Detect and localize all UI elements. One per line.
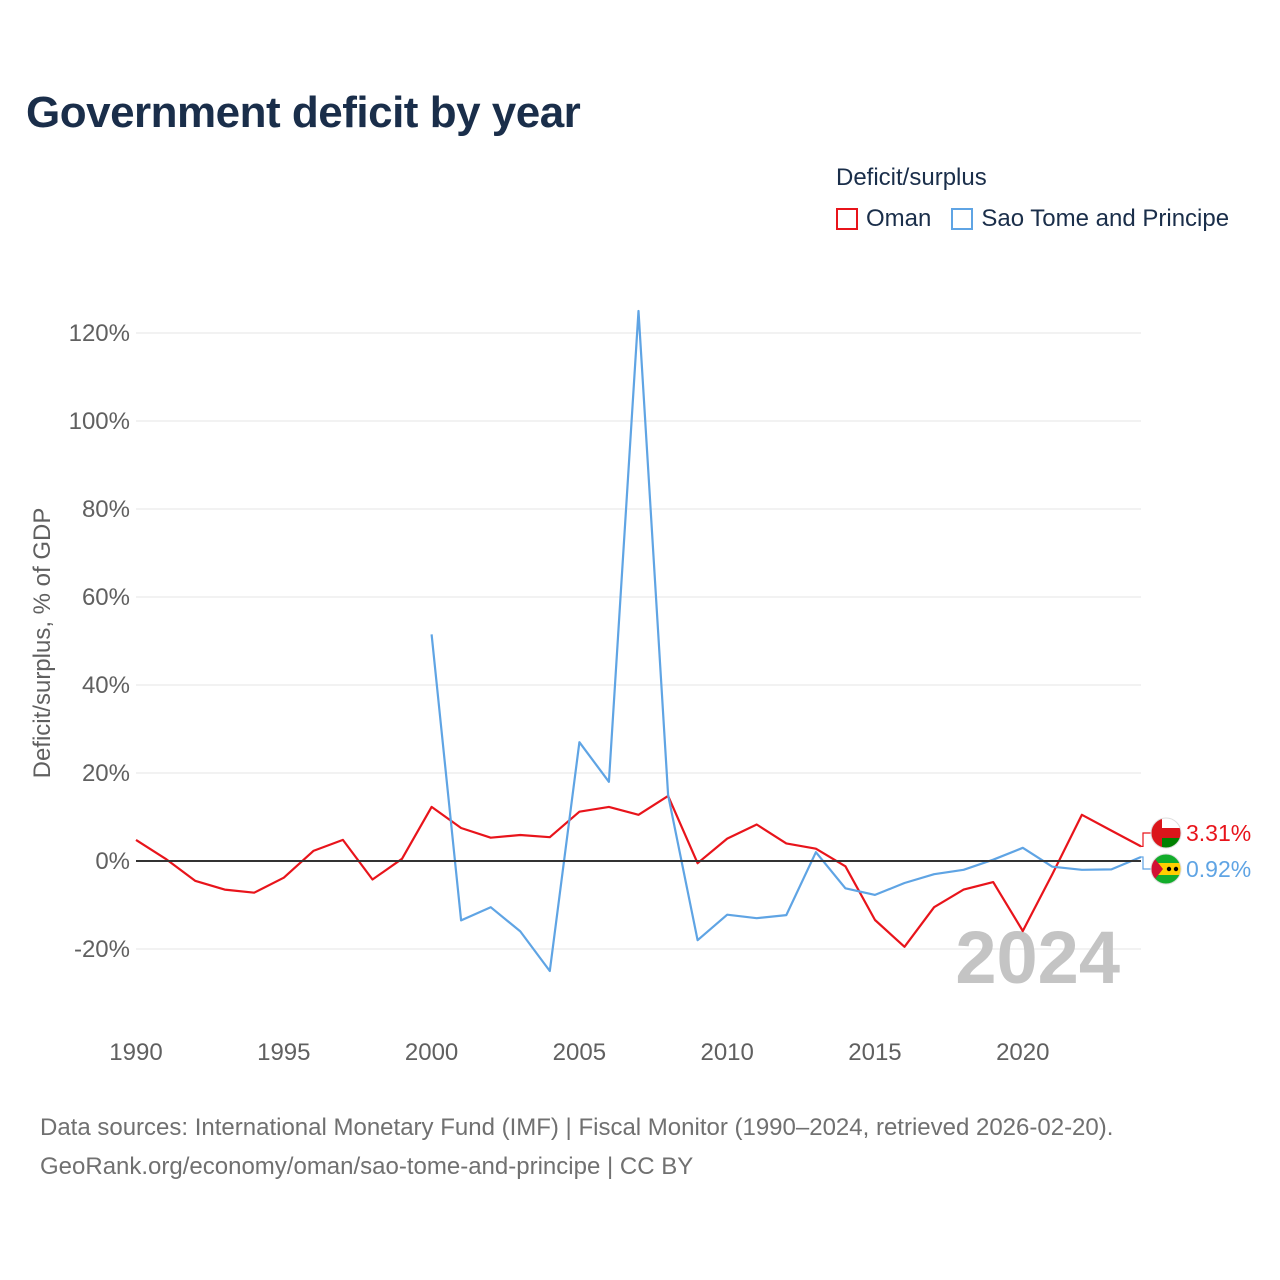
y-tick-label: 80% bbox=[82, 496, 130, 523]
y-tick-label: -20% bbox=[74, 936, 130, 963]
x-tick-label: 2015 bbox=[848, 1039, 901, 1066]
x-tick-label: 1990 bbox=[109, 1039, 162, 1066]
footer: Data sources: International Monetary Fun… bbox=[40, 1108, 1113, 1186]
source-link[interactable]: GeoRank.org/economy/oman/sao-tome-and-pr… bbox=[40, 1153, 694, 1180]
x-axis-ticks: 1990 1995 2000 2005 2010 2015 2020 bbox=[109, 1039, 1049, 1066]
end-label-oman: 3.31% bbox=[1186, 820, 1251, 846]
data-sources: Data sources: International Monetary Fun… bbox=[40, 1114, 1114, 1141]
legend-entry-sao-tome[interactable]: Sao Tome and Principe bbox=[951, 205, 1229, 233]
oman-flag-icon bbox=[1151, 818, 1181, 848]
y-tick-label: 0% bbox=[95, 848, 130, 875]
sao-tome-flag-icon bbox=[1151, 854, 1181, 884]
x-tick-label: 2005 bbox=[553, 1039, 606, 1066]
legend-label-sao-tome: Sao Tome and Principe bbox=[981, 205, 1230, 232]
legend: Oman Sao Tome and Principe bbox=[836, 205, 1249, 233]
legend-swatch-sao-tome bbox=[951, 208, 974, 230]
x-tick-label: 2020 bbox=[996, 1039, 1049, 1066]
year-watermark: 2024 bbox=[955, 916, 1120, 999]
series-lines bbox=[135, 309, 1142, 973]
line-chart: -20% 0% 20% 40% 60% 80% 100% 120% 1990 1995 2000 2… bbox=[29, 309, 1251, 1066]
end-label-sao-tome: 0.92% bbox=[1186, 856, 1251, 882]
legend-swatch-oman bbox=[836, 208, 858, 230]
gridlines bbox=[136, 332, 1141, 950]
y-tick-label: 60% bbox=[82, 584, 130, 611]
chart-title: Government deficit by year bbox=[26, 88, 581, 137]
y-tick-label: 100% bbox=[69, 408, 130, 435]
connector-sao-tome bbox=[1141, 856, 1152, 870]
end-markers: 3.31% 0.92% bbox=[1141, 817, 1251, 885]
y-tick-label: 20% bbox=[82, 760, 130, 787]
y-tick-label: 40% bbox=[82, 672, 130, 699]
y-axis-ticks: -20% 0% 20% 40% 60% 80% 100% 120% bbox=[69, 320, 130, 963]
legend-label-oman: Oman bbox=[866, 205, 932, 232]
x-tick-label: 2010 bbox=[700, 1039, 753, 1066]
x-tick-label: 2000 bbox=[405, 1039, 458, 1066]
y-axis-label: Deficit/surplus, % of GDP bbox=[29, 508, 56, 779]
legend-entry-oman[interactable]: Oman bbox=[836, 205, 931, 233]
legend-title: Deficit/surplus bbox=[836, 164, 987, 191]
x-tick-label: 1995 bbox=[257, 1039, 310, 1066]
connector-oman bbox=[1141, 832, 1152, 848]
series-line-sao-tome bbox=[430, 309, 1142, 973]
y-tick-label: 120% bbox=[69, 320, 130, 347]
series-line-oman bbox=[135, 794, 1142, 948]
